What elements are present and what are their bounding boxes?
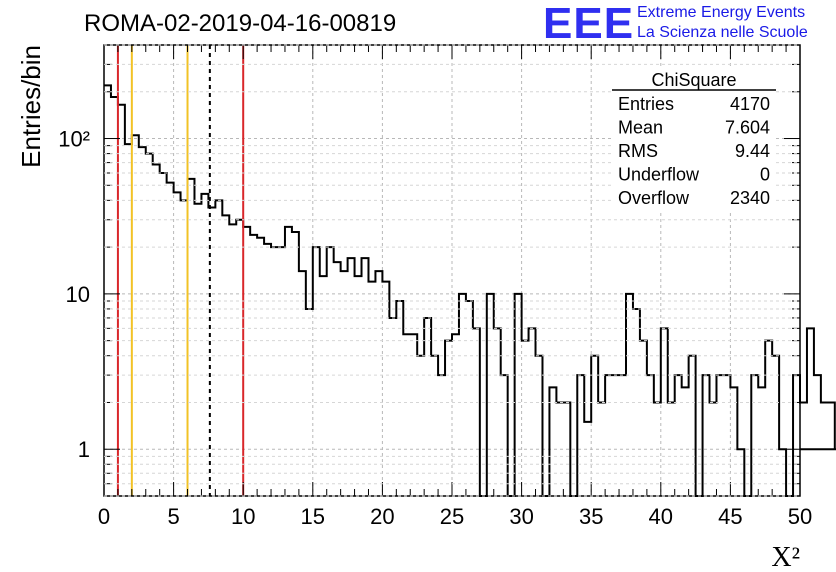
stats-label: Entries: [618, 94, 674, 114]
stats-title: ChiSquare: [651, 70, 736, 90]
stats-value: 4170: [730, 94, 770, 114]
x-tick-label: 10: [231, 504, 255, 529]
stats-value: 7.604: [725, 118, 770, 138]
x-tick-label: 0: [98, 504, 110, 529]
stats-value: 0: [760, 165, 770, 185]
stats-value: 9.44: [735, 141, 770, 161]
stats-label: Mean: [618, 118, 663, 138]
stats-label: RMS: [618, 141, 658, 161]
x-tick-label: 50: [788, 504, 812, 529]
logo-caption-line2: La Scienza nelle Scuole: [637, 24, 808, 41]
x-tick-label: 5: [167, 504, 179, 529]
stats-label: Underflow: [618, 165, 700, 185]
x-axis-title: X²: [771, 542, 800, 572]
eee-logo: EEE: [543, 0, 635, 48]
x-tick-label: 15: [301, 504, 325, 529]
run-title: ROMA-02-2019-04-16-00819: [84, 10, 397, 37]
stats-label: Overflow: [618, 188, 690, 208]
y-axis-title: Entries/bin: [16, 45, 46, 168]
x-tick-label: 20: [370, 504, 394, 529]
x-tick-label: 30: [509, 504, 533, 529]
x-tick-label: 35: [579, 504, 603, 529]
y-tick-label: 10²: [58, 127, 90, 152]
stats-value: 2340: [730, 188, 770, 208]
y-tick-label: 10: [66, 282, 90, 307]
logo-caption-line1: Extreme Energy Events: [637, 4, 806, 21]
x-tick-label: 45: [718, 504, 742, 529]
x-tick-label: 25: [440, 504, 464, 529]
x-tick-label: 40: [649, 504, 673, 529]
logo-caption: Extreme Energy Events La Scienza nelle S…: [637, 3, 808, 43]
y-tick-label: 1: [78, 437, 90, 462]
